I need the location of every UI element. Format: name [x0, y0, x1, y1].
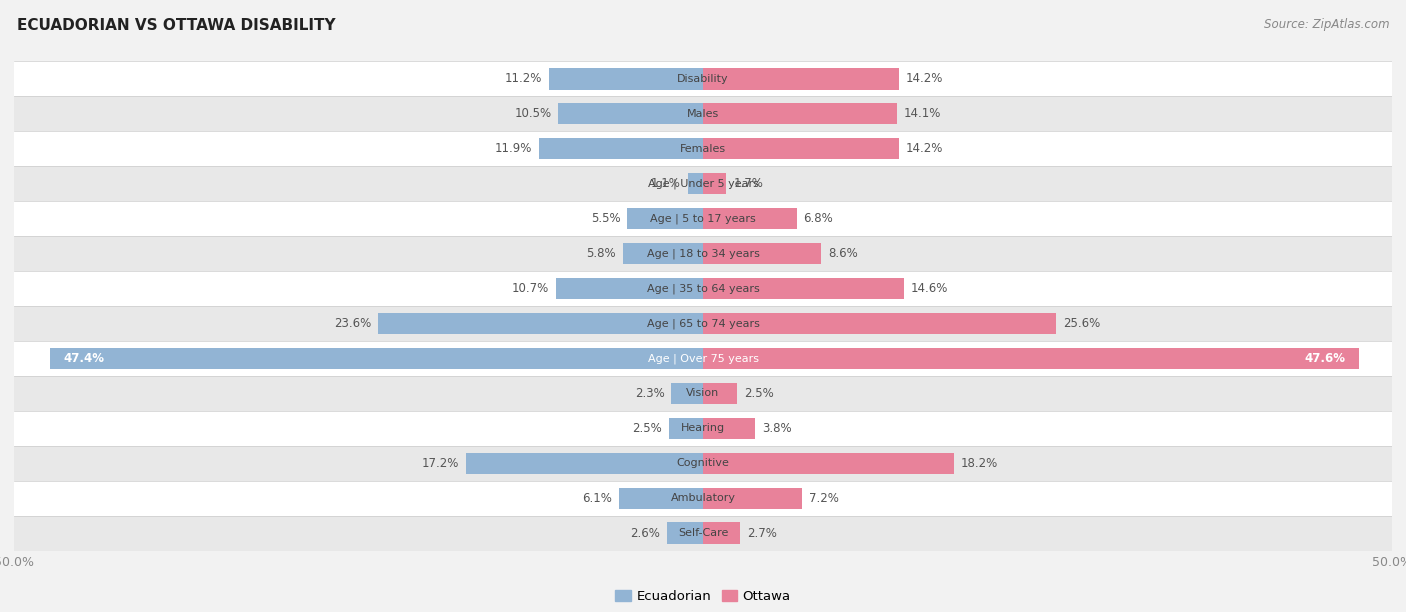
Bar — [668, 523, 703, 544]
Text: 2.7%: 2.7% — [747, 527, 778, 540]
Text: 3.8%: 3.8% — [762, 422, 792, 435]
Bar — [465, 452, 703, 474]
Bar — [14, 201, 1392, 236]
Text: 11.2%: 11.2% — [505, 72, 541, 85]
Bar — [703, 523, 740, 544]
Bar — [558, 103, 703, 124]
Text: 47.6%: 47.6% — [1305, 352, 1346, 365]
Text: 17.2%: 17.2% — [422, 457, 460, 470]
Text: Source: ZipAtlas.com: Source: ZipAtlas.com — [1264, 18, 1389, 31]
Text: Females: Females — [681, 144, 725, 154]
Bar — [14, 271, 1392, 306]
Text: Hearing: Hearing — [681, 424, 725, 433]
Text: 14.2%: 14.2% — [905, 72, 943, 85]
Bar — [671, 382, 703, 405]
Bar — [538, 138, 703, 160]
Bar — [703, 313, 1056, 334]
Text: Age | Over 75 years: Age | Over 75 years — [648, 353, 758, 364]
Bar — [703, 173, 727, 195]
Bar — [14, 306, 1392, 341]
Text: Males: Males — [688, 109, 718, 119]
Bar — [14, 236, 1392, 271]
Bar — [378, 313, 703, 334]
Text: 1.1%: 1.1% — [651, 177, 681, 190]
Text: 23.6%: 23.6% — [333, 317, 371, 330]
Text: 5.8%: 5.8% — [586, 247, 616, 260]
Text: Vision: Vision — [686, 389, 720, 398]
Bar — [703, 488, 803, 509]
Legend: Ecuadorian, Ottawa: Ecuadorian, Ottawa — [616, 589, 790, 603]
Text: Age | 35 to 64 years: Age | 35 to 64 years — [647, 283, 759, 294]
Bar — [14, 481, 1392, 516]
Bar — [703, 207, 797, 230]
Bar — [703, 278, 904, 299]
Text: 5.5%: 5.5% — [591, 212, 620, 225]
Bar — [14, 376, 1392, 411]
Text: Cognitive: Cognitive — [676, 458, 730, 468]
Text: 14.6%: 14.6% — [911, 282, 949, 295]
Bar — [703, 243, 821, 264]
Bar — [14, 341, 1392, 376]
Text: Age | 18 to 34 years: Age | 18 to 34 years — [647, 248, 759, 259]
Text: 2.3%: 2.3% — [634, 387, 665, 400]
Bar — [14, 411, 1392, 446]
Bar — [703, 382, 738, 405]
Text: Age | 65 to 74 years: Age | 65 to 74 years — [647, 318, 759, 329]
Text: 25.6%: 25.6% — [1063, 317, 1099, 330]
Bar — [703, 103, 897, 124]
Text: 2.5%: 2.5% — [744, 387, 775, 400]
Bar — [703, 138, 898, 160]
Text: 47.4%: 47.4% — [63, 352, 104, 365]
Bar — [619, 488, 703, 509]
Text: 10.5%: 10.5% — [515, 107, 551, 120]
Bar — [555, 278, 703, 299]
Bar — [14, 96, 1392, 131]
Bar — [14, 516, 1392, 551]
Bar — [14, 166, 1392, 201]
Bar — [49, 348, 703, 369]
Text: 6.1%: 6.1% — [582, 492, 612, 505]
Text: 10.7%: 10.7% — [512, 282, 548, 295]
Text: 2.6%: 2.6% — [630, 527, 661, 540]
Text: 7.2%: 7.2% — [808, 492, 839, 505]
Text: 14.2%: 14.2% — [905, 142, 943, 155]
Bar — [703, 452, 953, 474]
Text: ECUADORIAN VS OTTAWA DISABILITY: ECUADORIAN VS OTTAWA DISABILITY — [17, 18, 336, 34]
Bar — [669, 417, 703, 439]
Text: Age | Under 5 years: Age | Under 5 years — [648, 178, 758, 189]
Text: 6.8%: 6.8% — [804, 212, 834, 225]
Text: Age | 5 to 17 years: Age | 5 to 17 years — [650, 214, 756, 224]
Bar — [14, 61, 1392, 96]
Bar — [688, 173, 703, 195]
Text: 8.6%: 8.6% — [828, 247, 858, 260]
Bar — [703, 68, 898, 89]
Bar — [548, 68, 703, 89]
Bar — [703, 348, 1358, 369]
Text: 2.5%: 2.5% — [631, 422, 662, 435]
Text: 14.1%: 14.1% — [904, 107, 942, 120]
Bar — [623, 243, 703, 264]
Bar — [627, 207, 703, 230]
Bar — [14, 131, 1392, 166]
Text: Disability: Disability — [678, 73, 728, 84]
Text: Self-Care: Self-Care — [678, 528, 728, 539]
Text: 18.2%: 18.2% — [960, 457, 998, 470]
Text: Ambulatory: Ambulatory — [671, 493, 735, 503]
Bar — [14, 446, 1392, 481]
Bar — [703, 417, 755, 439]
Text: 1.7%: 1.7% — [734, 177, 763, 190]
Text: 11.9%: 11.9% — [495, 142, 531, 155]
